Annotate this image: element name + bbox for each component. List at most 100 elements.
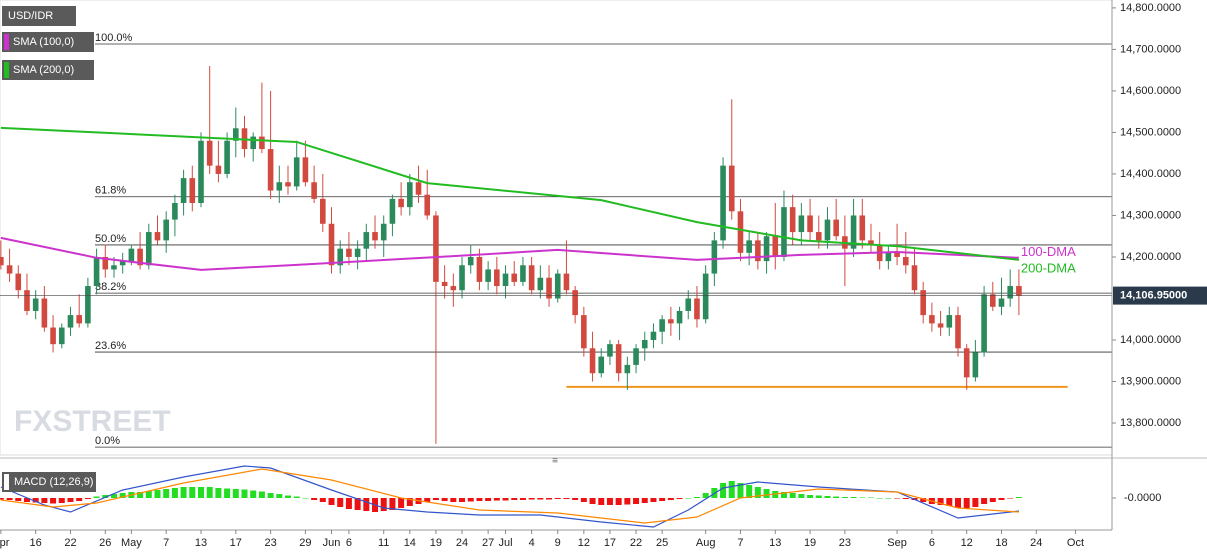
x-tick-label: 16 [30, 537, 42, 549]
macd-histogram-bar [728, 481, 735, 498]
macd-histogram-bar [267, 493, 274, 498]
x-tick-label: 13 [195, 537, 207, 549]
macd-histogram-bar [171, 488, 178, 498]
watermark-part: STREET [52, 405, 170, 438]
x-tick-label: Oct [1067, 537, 1084, 549]
macd-histogram-bar [589, 498, 596, 504]
macd-histogram-bar [32, 498, 39, 503]
macd-histogram-bar [963, 498, 970, 508]
x-tick-label: 19 [804, 537, 816, 549]
candle-body [337, 248, 344, 266]
candle-body [772, 236, 779, 257]
candle-body [937, 323, 944, 328]
macd-histogram-bar [606, 498, 613, 505]
x-tick-label: 7 [737, 537, 743, 549]
fib-label: 23.6% [95, 340, 126, 352]
x-tick-label: May [121, 537, 142, 549]
macd-histogram-bar [815, 495, 822, 498]
y-tick-label: 14,800.0000 [1120, 2, 1181, 14]
macd-histogram-bar [546, 498, 553, 500]
macd-histogram-bar [624, 498, 631, 505]
macd-histogram-bar [319, 498, 326, 502]
macd-histogram-bar [737, 483, 744, 498]
x-tick-label: 17 [230, 537, 242, 549]
candle-body [224, 140, 230, 174]
candle-body [641, 340, 648, 349]
macd-histogram-bar [110, 494, 117, 498]
x-tick-label: Jul [499, 537, 513, 549]
macd-histogram-bar [867, 497, 874, 498]
macd-histogram-bar [67, 498, 74, 502]
candle-body [981, 294, 987, 353]
macd-histogram-bar [894, 498, 901, 499]
x-tick-label: 6 [346, 537, 352, 549]
macd-histogram-bar [972, 498, 979, 507]
candle-body [598, 356, 605, 374]
macd-histogram-bar [293, 496, 300, 498]
candle-body [6, 265, 13, 274]
candle-body [1007, 286, 1013, 299]
macd-histogram-bar [746, 485, 753, 498]
macd-histogram-bar [685, 498, 692, 499]
macd-histogram-bar [763, 489, 770, 498]
last-price-box [1113, 286, 1207, 305]
fib-label: 61.8% [95, 185, 126, 197]
macd-histogram-bar [459, 498, 466, 502]
candle-body [563, 273, 570, 291]
macd-histogram-bar [989, 498, 996, 502]
candle-body [0, 256, 4, 266]
candle-body [467, 256, 474, 266]
candle-body [989, 294, 996, 307]
candle-body [668, 319, 674, 324]
macd-histogram-bar [311, 498, 318, 500]
candle-body [311, 182, 317, 199]
candle-body [998, 298, 1005, 307]
candle-body [41, 298, 48, 328]
macd-histogram-bar [554, 498, 561, 499]
x-tick-label: 12 [578, 537, 590, 549]
candle-body [389, 198, 396, 224]
macd-histogram-bar [119, 493, 126, 498]
macd-histogram-bar [389, 498, 396, 510]
x-tick-label: 23 [264, 537, 276, 549]
macd-histogram-bar [493, 498, 500, 501]
candle-body [459, 265, 465, 291]
candle-body [494, 269, 500, 287]
x-tick-label: 29 [299, 537, 311, 549]
x-tick-label: 14 [404, 537, 416, 549]
candle-body [894, 252, 900, 257]
candle-body [607, 344, 613, 357]
candle-body [755, 240, 761, 262]
candle-body [581, 315, 587, 349]
fib-label: 100.0% [95, 32, 133, 44]
y-tick-label: 13,800.0000 [1120, 417, 1181, 429]
candle-body [633, 348, 639, 365]
macd-histogram-bar [41, 498, 48, 503]
macd-histogram-bar [145, 491, 152, 498]
macd-histogram-bar [23, 498, 30, 502]
macd-histogram-bar [720, 483, 727, 498]
macd-histogram-bar [824, 496, 831, 498]
x-tick-label: 19 [430, 537, 442, 549]
y-tick-label: 14,500.0000 [1120, 126, 1181, 138]
candle-body [276, 182, 283, 191]
legend-label: SMA (100,0) [13, 36, 74, 48]
x-tick-label: 9 [555, 537, 561, 549]
macd-histogram-bar [137, 492, 144, 498]
macd-histogram-bar [154, 490, 161, 498]
candle-body [302, 157, 309, 183]
macd-histogram-bar [954, 498, 961, 508]
candle-body [920, 290, 926, 316]
candle-body [154, 232, 161, 241]
candle-body [859, 215, 866, 241]
legend-swatch [4, 62, 9, 78]
candle-body [328, 223, 335, 266]
candle-body [380, 223, 387, 241]
macd-histogram-bar [250, 490, 257, 498]
x-tick-label: Aug [696, 537, 716, 549]
macd-swatch [4, 474, 9, 490]
macd-line [0, 465, 1019, 528]
candle-body [50, 327, 56, 345]
candle-body [450, 286, 457, 291]
macd-histogram-bar [946, 498, 953, 506]
